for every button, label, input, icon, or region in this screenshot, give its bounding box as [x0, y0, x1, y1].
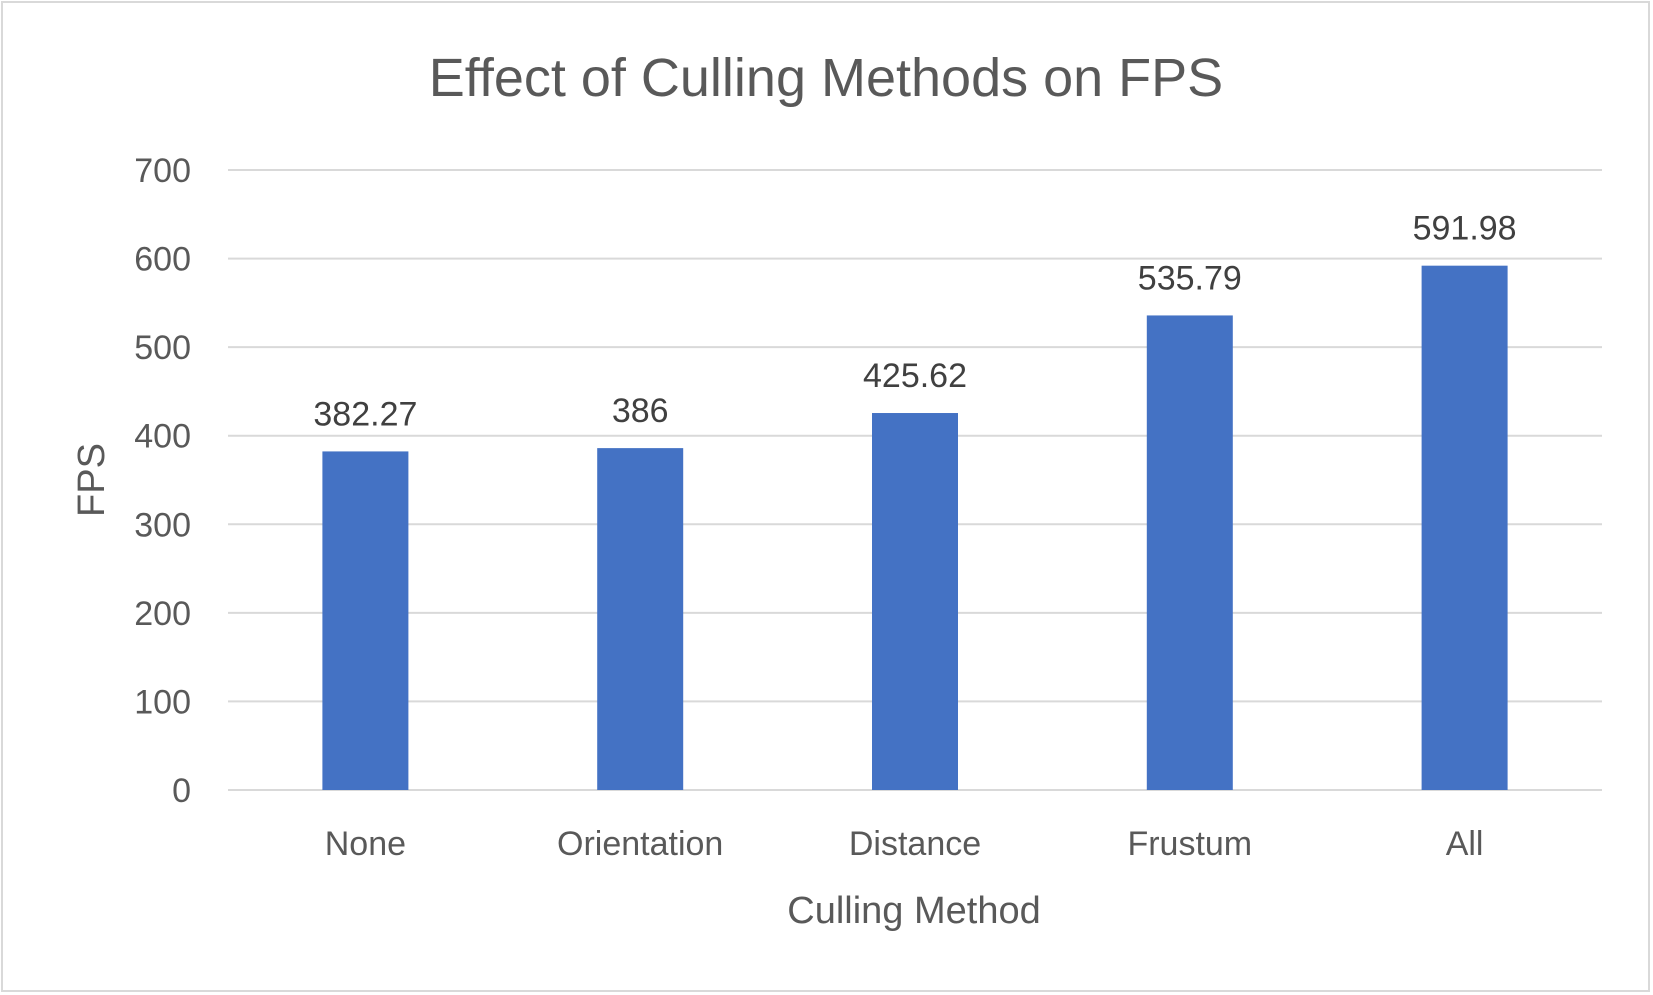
y-tick-label: 100 — [134, 683, 191, 721]
x-category-label-none: None — [325, 825, 406, 863]
y-tick-label: 400 — [134, 418, 191, 456]
bar-orientation — [597, 448, 684, 790]
bar-distance — [872, 413, 958, 790]
y-tick-label: 500 — [134, 329, 191, 367]
y-axis-ticks: 0 100 200 300 400 500 600 700 — [134, 152, 191, 810]
x-category-label-all: All — [1446, 825, 1484, 863]
x-axis-title: Culling Method — [787, 890, 1040, 932]
x-category-label-frustum: Frustum — [1127, 825, 1252, 863]
chart-title: Effect of Culling Methods on FPS — [429, 48, 1223, 108]
data-label-none: 382.27 — [313, 395, 417, 433]
y-axis-title: FPS — [71, 443, 113, 517]
data-label-distance: 425.62 — [863, 357, 967, 395]
data-label-orientation: 386 — [612, 392, 669, 430]
data-label-all: 591.98 — [1413, 210, 1517, 248]
data-labels: 382.27 386 425.62 535.79 591.98 — [313, 210, 1516, 434]
bar-none — [322, 451, 409, 790]
y-tick-label: 600 — [134, 241, 191, 279]
x-category-label-distance: Distance — [849, 825, 981, 863]
y-tick-label: 0 — [172, 772, 191, 810]
x-axis-categories: None Orientation Distance Frustum All — [325, 825, 1484, 863]
y-tick-label: 700 — [134, 152, 191, 190]
y-tick-label: 200 — [134, 595, 191, 633]
bars — [322, 265, 1508, 790]
x-category-label-orientation: Orientation — [557, 825, 723, 863]
data-label-frustum: 535.79 — [1138, 259, 1242, 297]
bar-all — [1421, 265, 1508, 790]
y-tick-label: 300 — [134, 506, 191, 544]
bar-frustum — [1146, 315, 1233, 790]
